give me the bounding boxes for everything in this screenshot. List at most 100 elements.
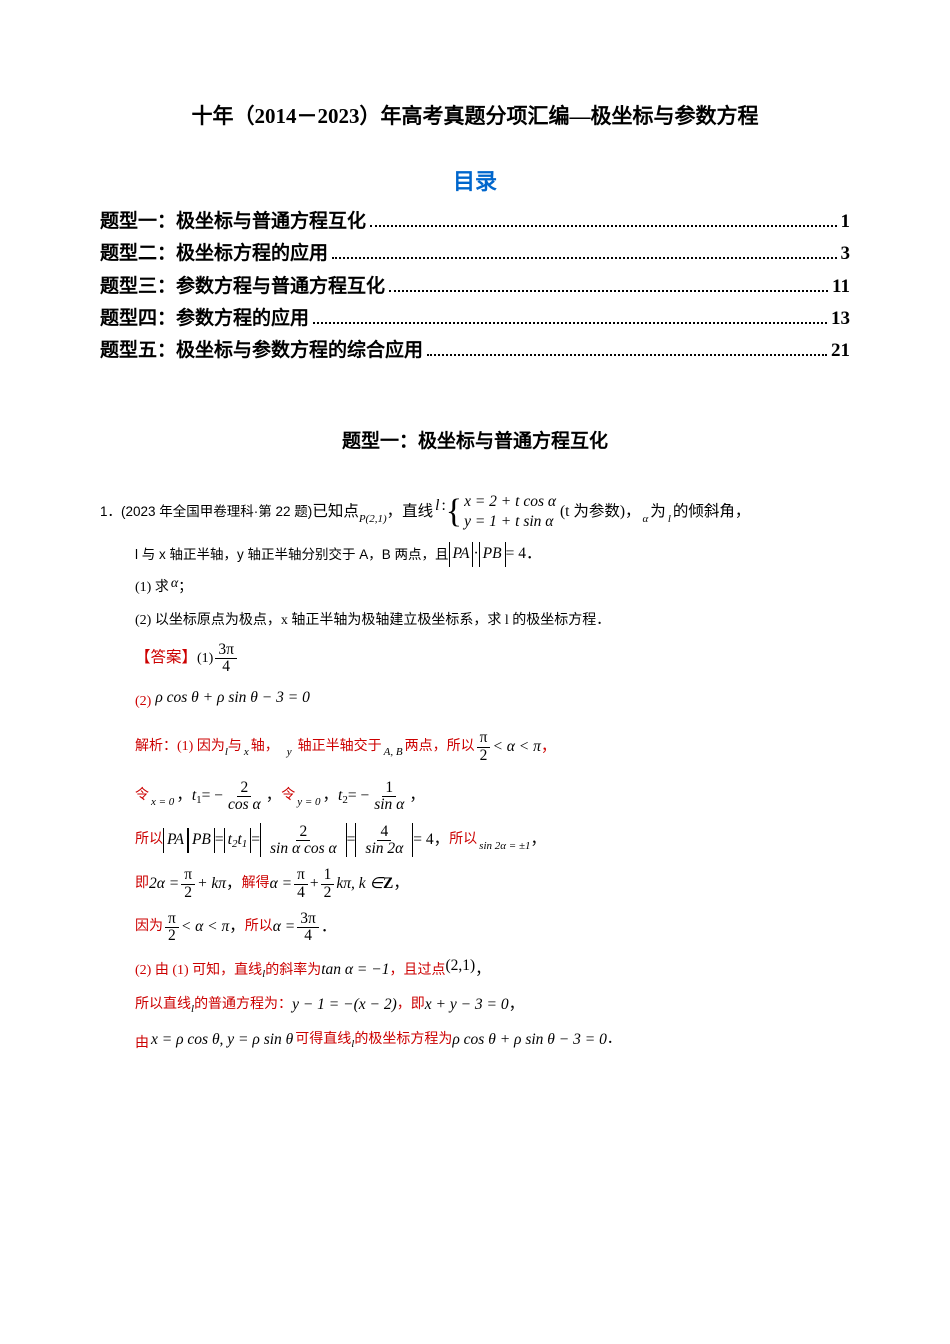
plus: +: [310, 872, 319, 897]
sol-label: 解析：: [135, 736, 177, 758]
solution-4: 即 2α = π 2 + kπ ， 解得 α = π 4 + 1 2 kπ, k…: [100, 867, 850, 901]
period: ．: [526, 542, 542, 567]
colon: :: [441, 494, 445, 519]
abs: PB: [188, 828, 215, 853]
jiede: 解得: [242, 873, 270, 895]
den: 4: [219, 659, 233, 675]
AB: A, B: [384, 744, 403, 762]
num: 3π: [215, 642, 237, 659]
toc-label: 题型五：极坐标与参数方程的综合应用: [100, 336, 423, 366]
toc-label: 题型四：参数方程的应用: [100, 304, 309, 334]
solution-6: (2) 由 (1) 可知，直线 l 的斜率为 tan α = −1 ，且过点 (…: [100, 958, 850, 983]
q1-num: 1．: [100, 501, 121, 523]
suoyi: 所以: [245, 916, 273, 938]
q1-part2: (2) 以坐标原点为极点，x 轴正半轴为极轴建立极坐标系，求 l 的极坐标方程．: [100, 610, 850, 632]
lead: (2): [135, 691, 151, 713]
answer-1: 【答案】 (1) 3π 4: [100, 642, 850, 676]
text: l 与 x 轴正半轴，y 轴正半轴分别交于 A，B 两点，且: [135, 544, 449, 566]
frac-3pi-4: 3π 4: [215, 642, 237, 676]
text: 已知点: [312, 500, 359, 525]
alpha-eq: α =: [273, 915, 295, 940]
ji: 即: [135, 873, 149, 895]
abs: PA: [163, 828, 188, 853]
sub1: 1: [196, 792, 202, 810]
text: (1) 因为: [177, 736, 225, 758]
toc-page: 1: [841, 207, 851, 237]
text: 的普通方程为：: [194, 994, 292, 1016]
text: (t 为参数)，: [560, 500, 641, 525]
2a: 2α =: [149, 872, 179, 897]
lead: (1): [197, 648, 213, 670]
eq: ρ cos θ + ρ sin θ − 3 = 0: [155, 686, 310, 711]
semi: ；: [178, 577, 192, 599]
toc-dots: [370, 225, 836, 227]
toc-page: 3: [841, 239, 851, 269]
toc-label: 题型一：极坐标与普通方程互化: [100, 207, 366, 237]
q1-source: (2023 年全国甲卷理科·第 22 题): [121, 501, 312, 523]
alpha: α: [171, 573, 178, 595]
num: π: [477, 730, 491, 747]
den: cos α: [225, 797, 264, 813]
toc-label: 题型二：极坐标方程的应用: [100, 239, 328, 269]
suoyi: 所以: [135, 829, 163, 851]
toc-dots: [427, 354, 827, 356]
solution-7: 所以直线 l 的普通方程为： y − 1 = −(x − 2) ，即 x + y…: [100, 993, 850, 1018]
eq4: = 4: [413, 828, 433, 853]
l: l: [262, 966, 265, 984]
period: ．: [321, 915, 337, 940]
num: 2: [237, 780, 251, 797]
toc-item-2: 题型二：极坐标方程的应用 3: [100, 239, 850, 269]
toc-dots: [332, 257, 836, 259]
tan: tan α = −1: [321, 958, 389, 983]
frac: π 2: [165, 911, 179, 945]
toc-item-3: 题型三：参数方程与普通方程互化 11: [100, 272, 850, 302]
q1-line1: 1． (2023 年全国甲卷理科·第 22 题) 已知点 P(2,1) ，直线 …: [100, 492, 850, 532]
answer-label: 【答案】: [135, 646, 197, 671]
text: ，直线: [387, 500, 434, 525]
ling: 令: [281, 785, 295, 807]
toc-label: 题型三：参数方程与普通方程互化: [100, 272, 385, 302]
l: l: [351, 1036, 354, 1054]
text: (1) 求: [135, 577, 169, 599]
solution-3: 所以 PAPB = t2t1 = 2 sin α cos α = 4 sin 2…: [100, 823, 850, 857]
eq: y − 1 = −(x − 2): [292, 993, 397, 1018]
frac: 3π 4: [297, 911, 319, 945]
text: 为: [650, 500, 666, 525]
ling: 令: [135, 785, 149, 807]
eq: ρ cos θ + ρ sin θ − 3 = 0: [452, 1028, 607, 1053]
den: sin α: [371, 797, 407, 813]
toc-item-5: 题型五：极坐标与参数方程的综合应用 21: [100, 336, 850, 366]
abs-frac1: 2 sin α cos α: [260, 823, 347, 857]
frac: 1 2: [321, 867, 335, 901]
num: 1: [382, 780, 396, 797]
suoyi: 所以: [449, 829, 477, 851]
frac: 2 cos α: [225, 780, 264, 814]
answer-2: (2) ρ cos θ + ρ sin θ − 3 = 0: [100, 686, 850, 711]
l: l: [191, 1001, 194, 1019]
toc-dots: [389, 290, 828, 292]
toc-item-1: 题型一：极坐标与普通方程互化 1: [100, 207, 850, 237]
frac: π 4: [294, 867, 308, 901]
abs-t2t1: t2t1: [224, 828, 252, 853]
parametric-system: { x = 2 + t cos α y = 1 + t sin α: [446, 492, 556, 532]
text: ，即: [397, 994, 425, 1016]
eq-x: x = 2 + t cos α: [464, 492, 556, 512]
text: 所以直线: [135, 994, 191, 1016]
sin2a: sin 2α = ±1: [479, 838, 530, 856]
toc-item-4: 题型四：参数方程的应用 13: [100, 304, 850, 334]
text: (2) 由 (1) 可知，直线: [135, 960, 262, 982]
text: 两点，所以: [405, 736, 475, 758]
frac: π 2: [181, 867, 195, 901]
toc-header: 目录: [100, 164, 850, 199]
toc-dots: [313, 322, 827, 324]
solution-1: 解析： (1) 因为 l 与 x 轴， y 轴正半轴交于 A, B 两点，所以 …: [100, 730, 850, 764]
text: 轴，: [251, 736, 279, 758]
den: 2: [477, 748, 491, 764]
alpha: α: [643, 511, 649, 529]
Z: Z: [383, 872, 393, 897]
eq: x + y − 3 = 0: [425, 993, 509, 1018]
eq-y: y = 1 + t sin α: [464, 512, 556, 532]
text: 的斜率为: [265, 960, 321, 982]
abs-PB: PB: [479, 542, 506, 567]
eq: = −: [348, 784, 369, 809]
